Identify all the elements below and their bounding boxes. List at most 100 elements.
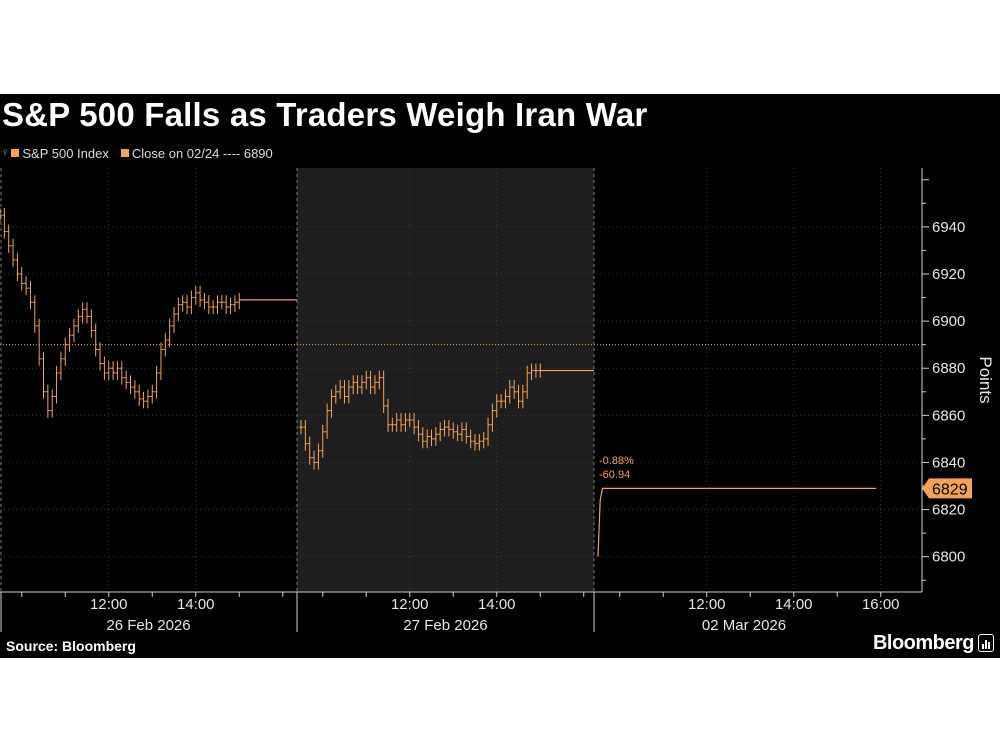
- price-bar: [176, 297, 181, 322]
- price-bar: [368, 370, 373, 395]
- price-bar: [325, 403, 330, 439]
- price-bar: [71, 318, 76, 343]
- price-bar: [189, 290, 194, 315]
- price-bar: [232, 295, 237, 312]
- last-value-box: [922, 478, 972, 499]
- price-bar: [41, 351, 46, 399]
- legend-item-close: Close on 02/24 ---- 6890: [119, 146, 273, 161]
- price-bar: [67, 328, 72, 352]
- price-bar: [158, 342, 163, 380]
- price-bar: [172, 306, 176, 333]
- price-bar: [425, 429, 430, 449]
- price-bar: [473, 434, 477, 451]
- price-bar: [19, 266, 24, 291]
- price-bar: [512, 380, 517, 399]
- x-tick-label: 16:00: [862, 596, 900, 613]
- y-tick-label: 6860: [932, 407, 965, 424]
- price-bar: [145, 389, 150, 409]
- y-axis-title: Points: [976, 356, 995, 403]
- price-bar: [0, 208, 2, 223]
- price-bar: [342, 380, 347, 404]
- y-tick-label: 6840: [932, 454, 965, 471]
- price-bar: [399, 412, 404, 432]
- price-bar: [102, 356, 107, 380]
- price-bar: [150, 384, 155, 404]
- price-bar: [28, 281, 33, 310]
- price-bar: [459, 422, 464, 442]
- price-bar: [219, 295, 224, 310]
- price-bar: [193, 285, 198, 305]
- legend-swatch-index: [11, 149, 20, 157]
- chart-legend: ⫯ S&P 500 Index Close on 02/24 ---- 6890: [3, 145, 283, 161]
- price-bar: [499, 394, 504, 409]
- price-bar: [54, 365, 59, 404]
- price-bar: [167, 318, 172, 348]
- price-bar: [111, 361, 116, 380]
- price-bar: [32, 295, 37, 333]
- price-bar: [438, 422, 443, 442]
- price-bar: [202, 292, 207, 310]
- x-tick-label: 12:00: [391, 596, 429, 613]
- price-bar: [141, 391, 146, 409]
- price-bar: [215, 295, 220, 315]
- price-bar: [237, 292, 242, 310]
- price-bar: [442, 420, 447, 437]
- price-bar: [307, 436, 312, 465]
- price-bar: [299, 420, 303, 435]
- price-bar: [507, 380, 512, 404]
- price-bar: [185, 295, 190, 315]
- bloomberg-logo: Bloomberg: [872, 632, 975, 654]
- labels: 6800 6820 6840 6860 6880 6900 6920 6940 Points 12…: [90, 219, 995, 634]
- price-bar: [416, 420, 421, 442]
- price-bar: [372, 375, 377, 395]
- price-bar: [124, 370, 129, 390]
- y-tick-label: 6900: [932, 313, 965, 330]
- axes: [0, 168, 929, 632]
- price-bar: [433, 427, 438, 446]
- price-bar: [429, 429, 434, 446]
- chart-title: S&P 500 Falls as Traders Weigh Iran War: [2, 96, 648, 133]
- price-bar: [329, 389, 334, 418]
- price-bar: [11, 238, 16, 267]
- y-tick-label: 6800: [932, 549, 965, 566]
- source-note: Source: Bloomberg: [6, 638, 136, 654]
- price-bar: [24, 276, 29, 296]
- price-bar: [98, 342, 103, 371]
- pct-change-annotation: -0.88%: [599, 455, 634, 467]
- price-bar: [390, 417, 395, 432]
- price-bar: [394, 412, 399, 432]
- price-bar: [80, 302, 85, 324]
- price-bar: [50, 389, 55, 418]
- x-tick-label: 14:00: [177, 596, 215, 613]
- price-bar: [364, 370, 369, 390]
- price-bar: [529, 363, 534, 380]
- y-tick-label: 6820: [932, 502, 965, 519]
- price-bar: [503, 389, 508, 409]
- price-bar: [2, 208, 7, 239]
- price-bar: [128, 375, 133, 395]
- price-bar: [346, 380, 351, 404]
- price-bar: [132, 380, 137, 399]
- price-bar: [446, 420, 451, 437]
- price-bar: [451, 422, 456, 439]
- price-bar: [455, 424, 460, 442]
- price-bar: [520, 384, 525, 409]
- price-bar: [206, 295, 211, 315]
- y-tick-label: 6940: [932, 219, 965, 236]
- price-bars: [0, 208, 877, 557]
- price-bar: [477, 434, 482, 451]
- price-bar: [45, 384, 50, 418]
- price-bar: [338, 380, 343, 399]
- price-bar: [63, 337, 68, 366]
- price-bar: [180, 295, 185, 312]
- price-bar: [407, 412, 412, 428]
- price-bar: [412, 412, 417, 435]
- price-bar: [468, 429, 473, 449]
- session-shading: [297, 168, 594, 592]
- price-bar: [377, 370, 382, 390]
- price-bar: [481, 431, 486, 449]
- last-value-label: 6829: [932, 481, 968, 498]
- price-bar: [494, 394, 499, 418]
- price-bar: [115, 361, 120, 380]
